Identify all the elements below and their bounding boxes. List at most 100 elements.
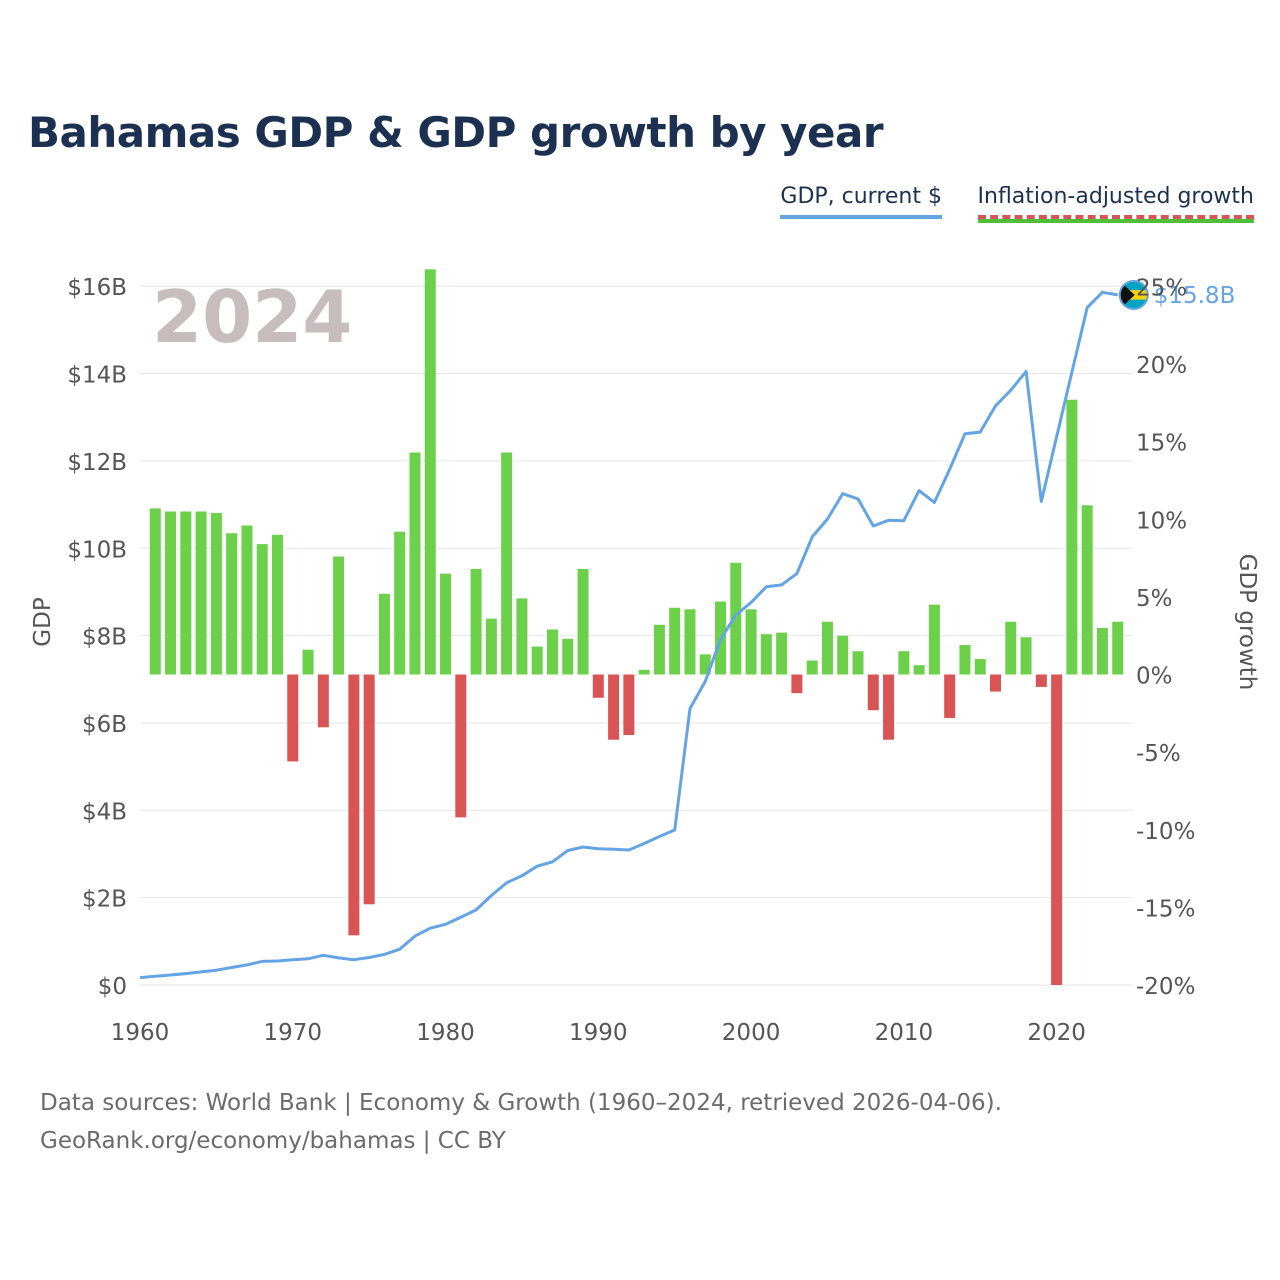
growth-bar bbox=[638, 669, 650, 675]
y-right-tick-label: -15% bbox=[1136, 896, 1195, 922]
growth-bar bbox=[1081, 505, 1093, 675]
y-left-tick-label: $12B bbox=[67, 450, 127, 476]
y-right-tick-label: 15% bbox=[1136, 431, 1187, 457]
growth-bar bbox=[1005, 621, 1017, 675]
y-left-tick-label: $14B bbox=[67, 363, 127, 389]
y-right-tick-label: 20% bbox=[1136, 353, 1187, 379]
chart-title: Bahamas GDP & GDP growth by year bbox=[28, 108, 884, 157]
legend-gdp[interactable]: GDP, current $ bbox=[780, 184, 942, 219]
growth-bar bbox=[241, 525, 253, 675]
growth-bar bbox=[669, 607, 681, 675]
x-tick-label: 1980 bbox=[416, 1020, 475, 1046]
y-left-tick-label: $6B bbox=[82, 712, 127, 738]
y-left-tick-label: $4B bbox=[82, 799, 127, 825]
x-tick-label: 1960 bbox=[111, 1020, 170, 1046]
growth-bar bbox=[913, 665, 925, 675]
y-left-tick-label: $8B bbox=[82, 625, 127, 651]
footer-sources: Data sources: World Bank | Economy & Gro… bbox=[40, 1090, 1002, 1116]
growth-bar bbox=[577, 568, 589, 675]
growth-bar bbox=[210, 513, 222, 675]
growth-bar bbox=[745, 609, 757, 675]
y-right-tick-label: -20% bbox=[1136, 974, 1195, 1000]
growth-bar bbox=[516, 598, 528, 675]
y-left-tick-label: $10B bbox=[67, 537, 127, 563]
growth-bar bbox=[1096, 627, 1108, 675]
flag-body bbox=[1119, 280, 1148, 309]
flag-triangle bbox=[1119, 280, 1135, 309]
growth-bar bbox=[409, 452, 421, 675]
growth-bar bbox=[806, 660, 818, 675]
growth-bar bbox=[531, 646, 543, 675]
growth-bar bbox=[363, 674, 375, 905]
growth-bar bbox=[684, 609, 696, 675]
growth-bar bbox=[1051, 674, 1063, 985]
growth-bar bbox=[990, 674, 1002, 692]
growth-bar bbox=[378, 593, 390, 675]
growth-bar bbox=[883, 674, 895, 740]
footer-credit[interactable]: GeoRank.org/economy/bahamas | CC BY bbox=[40, 1128, 506, 1154]
line-layer: $15.8B bbox=[139, 279, 1236, 980]
grid-layer: 2024 bbox=[140, 275, 1133, 986]
growth-bar bbox=[226, 533, 238, 675]
growth-bar bbox=[699, 654, 711, 675]
growth-bar bbox=[440, 573, 452, 675]
growth-bar bbox=[821, 621, 833, 675]
growth-bar bbox=[1112, 621, 1124, 675]
growth-bar bbox=[195, 511, 207, 675]
growth-bar bbox=[348, 674, 360, 936]
y-right-tick-label: 5% bbox=[1136, 586, 1173, 612]
growth-bar bbox=[1020, 637, 1032, 675]
growth-bar bbox=[791, 674, 803, 694]
growth-bar bbox=[867, 674, 879, 711]
y-left-tick-label: $16B bbox=[67, 275, 127, 301]
x-tick-label: 1970 bbox=[263, 1020, 322, 1046]
y-right-tick-label: 25% bbox=[1136, 275, 1187, 301]
growth-bar bbox=[592, 674, 604, 698]
growth-bar bbox=[608, 674, 620, 740]
growth-bar bbox=[302, 649, 314, 675]
growth-bar bbox=[852, 651, 864, 675]
growth-bar bbox=[317, 674, 329, 728]
x-tick-label: 2010 bbox=[875, 1020, 934, 1046]
growth-bar bbox=[928, 604, 940, 675]
y-left-tick-label: $0 bbox=[98, 974, 127, 1000]
growth-bar bbox=[653, 624, 665, 675]
growth-bar bbox=[1035, 674, 1047, 687]
growth-bar bbox=[837, 635, 849, 675]
bars-layer bbox=[149, 269, 1124, 985]
growth-bar bbox=[501, 452, 513, 675]
growth-bar bbox=[776, 632, 788, 675]
growth-bar bbox=[898, 651, 910, 675]
growth-bar bbox=[546, 629, 558, 675]
growth-bar bbox=[1066, 399, 1078, 675]
growth-bar bbox=[256, 544, 268, 675]
growth-bar bbox=[959, 645, 971, 675]
gdp-line bbox=[139, 290, 1118, 980]
x-tick-label: 1990 bbox=[569, 1020, 628, 1046]
growth-bar bbox=[180, 511, 192, 675]
growth-bar bbox=[944, 674, 956, 718]
growth-bar bbox=[760, 634, 772, 675]
y-right-tick-label: -5% bbox=[1136, 741, 1181, 767]
axis-layer: $0 $2B $4B $6B $8B $10B $12B $14B $16B -20% -15% -1… bbox=[30, 275, 1260, 1046]
growth-bar bbox=[485, 618, 497, 675]
growth-bar bbox=[562, 638, 574, 675]
x-tick-label: 2020 bbox=[1027, 1020, 1086, 1046]
y-right-axis-title: GDP growth bbox=[1234, 554, 1260, 691]
growth-bar bbox=[333, 556, 345, 675]
gdp-end-label: $15.8B bbox=[1154, 283, 1236, 309]
growth-bar bbox=[271, 534, 283, 675]
y-right-tick-label: 0% bbox=[1136, 664, 1173, 690]
flag-ring bbox=[1118, 279, 1149, 310]
growth-bar bbox=[165, 511, 177, 675]
growth-bar bbox=[730, 562, 742, 675]
growth-bar bbox=[287, 674, 299, 762]
growth-bar bbox=[394, 531, 406, 675]
y-right-tick-label: 10% bbox=[1136, 508, 1187, 534]
legend-growth[interactable]: Inflation-adjusted growth bbox=[977, 184, 1254, 219]
y-left-tick-label: $2B bbox=[82, 887, 127, 913]
flag-stripe-bottom bbox=[1119, 299, 1148, 309]
y-right-tick-label: -10% bbox=[1136, 819, 1195, 845]
growth-bar bbox=[623, 674, 635, 736]
year-watermark: 2024 bbox=[152, 275, 352, 359]
